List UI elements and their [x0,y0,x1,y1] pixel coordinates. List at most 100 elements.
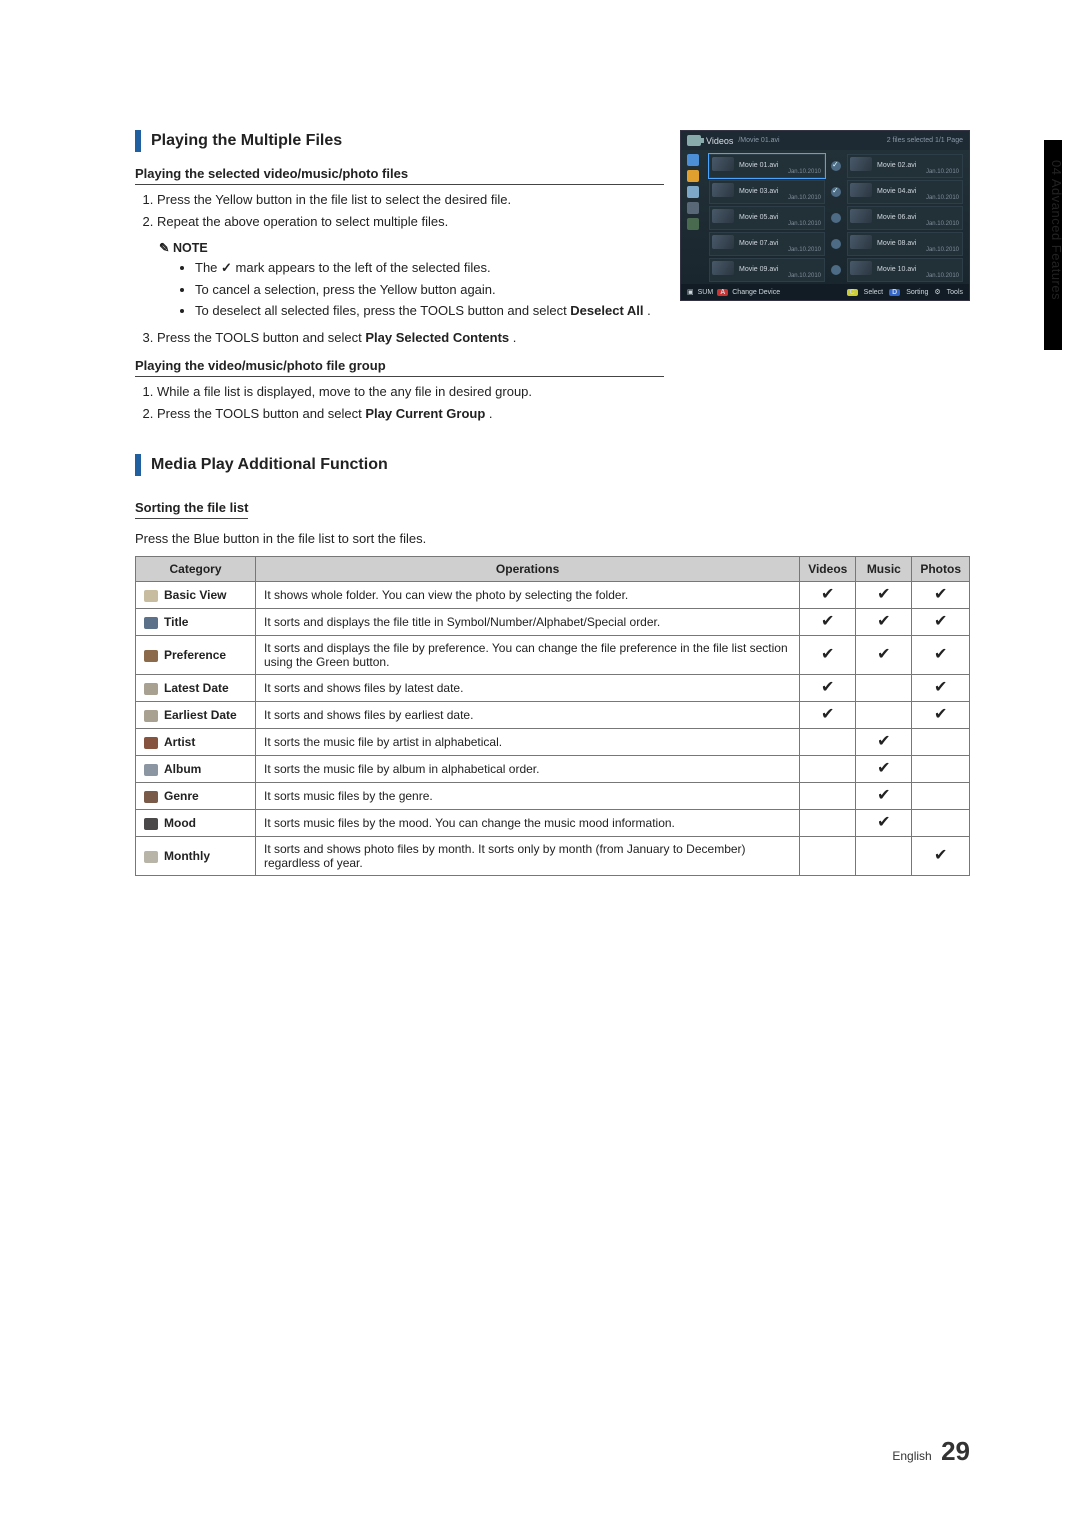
file-cell: Movie 01.aviJan.10.2010 [709,154,825,178]
th-operations: Operations [256,556,800,581]
file-cell: Movie 04.aviJan.10.2010 [847,180,963,204]
cat-cell: Latest Date [136,674,256,701]
sort-table: Category Operations Videos Music Photos … [135,556,970,876]
select-indicator-icon [831,265,841,275]
check-cell [856,701,912,728]
check-cell [856,836,912,875]
steps-selected-3: Press the TOOLS button and select Play S… [135,329,664,348]
thumb-icon [712,209,734,223]
check-cell: ✔ [800,635,856,674]
check-cell [800,782,856,809]
check-cell: ✔ [856,728,912,755]
table-row: Latest DateIt sorts and shows files by l… [136,674,970,701]
tools-icon: ⚙ [934,288,940,296]
category-icon [144,791,158,803]
check-cell: ✔ [856,782,912,809]
check-cell [800,755,856,782]
select-indicator-icon [831,239,841,249]
note-list: The ✓ mark appears to the left of the se… [135,259,664,322]
footer-page: 29 [941,1436,970,1466]
shot-path: /Movie 01.avi [738,137,779,144]
thumb-icon [850,261,872,275]
check-cell [856,674,912,701]
file-name: Movie 07.avi [739,240,821,247]
file-name: Movie 10.avi [877,266,959,273]
section-playing-multiple: Playing the Multiple Files [135,130,664,152]
op-cell: It sorts and shows photo files by month.… [256,836,800,875]
group-step-1: While a file list is displayed, move to … [157,383,664,402]
d-key-icon: D [889,289,900,296]
op-cell: It shows whole folder. You can view the … [256,581,800,608]
file-cell: Movie 10.aviJan.10.2010 [847,258,963,282]
category-name: Earliest Date [164,708,237,722]
thumb-icon [850,235,872,249]
tools-label: Tools [947,289,963,296]
category-icon [144,617,158,629]
note-heading: NOTE [159,240,664,255]
check-cell: ✔ [912,608,970,635]
section-media-play: Media Play Additional Function [135,454,970,476]
category-icon [144,764,158,776]
check-cell [912,809,970,836]
thumb-icon [850,209,872,223]
check-cell: ✔ [912,581,970,608]
check-cell: ✔ [800,581,856,608]
th-category: Category [136,556,256,581]
thumb-icon [850,157,872,171]
cat-cell: Album [136,755,256,782]
category-name: Title [164,615,188,629]
step-3: Press the TOOLS button and select Play S… [157,329,664,348]
cat-cell: Genre [136,782,256,809]
file-cell: Movie 06.aviJan.10.2010 [847,206,963,230]
op-cell: It sorts and shows files by latest date. [256,674,800,701]
check-cell: ✔ [912,701,970,728]
screenshot-panel: Videos /Movie 01.avi 2 files selected 1/… [680,130,970,301]
check-cell: ✔ [856,809,912,836]
file-cell: Movie 03.aviJan.10.2010 [709,180,825,204]
category-icon [144,590,158,602]
sum-icon: ▣ [687,288,694,296]
category-icon [144,737,158,749]
check-cell: ✔ [912,674,970,701]
table-row: AlbumIt sorts the music file by album in… [136,755,970,782]
check-cell: ✔ [912,635,970,674]
file-name: Movie 05.avi [739,214,821,221]
sub-sorting: Sorting the file list [135,500,248,519]
th-photos: Photos [912,556,970,581]
c-label: Select [864,289,883,296]
check-cell: ✔ [856,581,912,608]
table-row: Basic ViewIt shows whole folder. You can… [136,581,970,608]
thumb-icon [712,261,734,275]
file-cell: Movie 02.aviJan.10.2010 [847,154,963,178]
shot-footer: ▣ SUM A Change Device C Select D Sorting… [681,284,969,300]
cat-cell: Basic View [136,581,256,608]
thumb-icon [712,157,734,171]
op-cell: It sorts the music file by artist in alp… [256,728,800,755]
shot-status: 2 files selected 1/1 Page [887,137,963,144]
sorting-desc: Press the Blue button in the file list t… [135,531,970,546]
note-2: To cancel a selection, press the Yellow … [195,281,664,300]
sum-label: SUM [698,289,714,296]
thumb-icon [712,183,734,197]
table-row: GenreIt sorts music files by the genre. ✔ [136,782,970,809]
cat-cell: Title [136,608,256,635]
file-name: Movie 04.avi [877,188,959,195]
thumb-icon [850,183,872,197]
note-1: The ✓ mark appears to the left of the se… [195,259,664,278]
op-cell: It sorts music files by the genre. [256,782,800,809]
category-name: Artist [164,735,195,749]
check-cell: ✔ [856,635,912,674]
sub-selected-files: Playing the selected video/music/photo f… [135,166,664,185]
select-indicator-icon [831,161,841,171]
d-label: Sorting [906,289,928,296]
side-icon [687,218,699,230]
check-cell [912,728,970,755]
select-indicator-icon [831,213,841,223]
check-cell [912,755,970,782]
file-name: Movie 08.avi [877,240,959,247]
th-music: Music [856,556,912,581]
check-cell [912,782,970,809]
check-cell: ✔ [856,608,912,635]
table-row: MoodIt sorts music files by the mood. Yo… [136,809,970,836]
category-icon [144,851,158,863]
